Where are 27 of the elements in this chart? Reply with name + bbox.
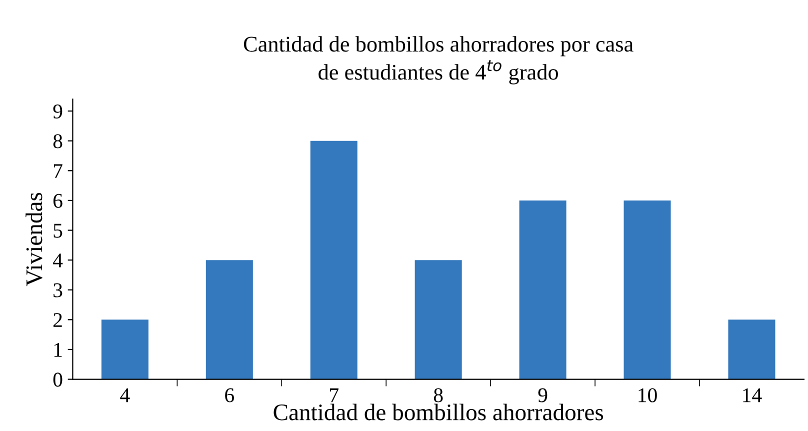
y-tick-label: 6	[53, 194, 62, 208]
bar	[414, 260, 462, 380]
y-tick-label: 2	[53, 313, 62, 327]
y-tick-label: 4	[52, 254, 63, 268]
x-tick-label: 9	[538, 388, 548, 402]
x-tick-label: 4	[120, 388, 130, 402]
bar	[310, 140, 358, 380]
x-tick-label: 8	[434, 388, 443, 402]
x-tick-label: 7	[330, 388, 338, 402]
x-tick-label: 10	[638, 388, 657, 402]
x-axis-title: Cantidad de bombillos ahorradores	[274, 404, 604, 420]
bar	[206, 260, 253, 380]
y-tick-label: 7	[54, 164, 62, 178]
bar	[624, 200, 671, 380]
y-tick-label: 1	[54, 342, 62, 357]
y-axis-title: Viviendas	[26, 192, 42, 286]
chart-title: Cantidad de bombillos ahorradores por casa de estudiantes de 4$^{to}$ grado	[244, 36, 634, 84]
bar	[728, 320, 776, 380]
y-tick-label: 3	[54, 283, 62, 298]
y-tick-label: 9	[53, 104, 62, 118]
bar	[519, 200, 566, 380]
y-tick-label: 0	[53, 372, 62, 387]
x-tick-label: 14	[743, 388, 762, 402]
y-tick-label: 8	[53, 134, 62, 148]
x-tick-label: 6	[225, 388, 234, 402]
bar	[101, 320, 148, 380]
y-tick-label: 5	[54, 224, 62, 238]
